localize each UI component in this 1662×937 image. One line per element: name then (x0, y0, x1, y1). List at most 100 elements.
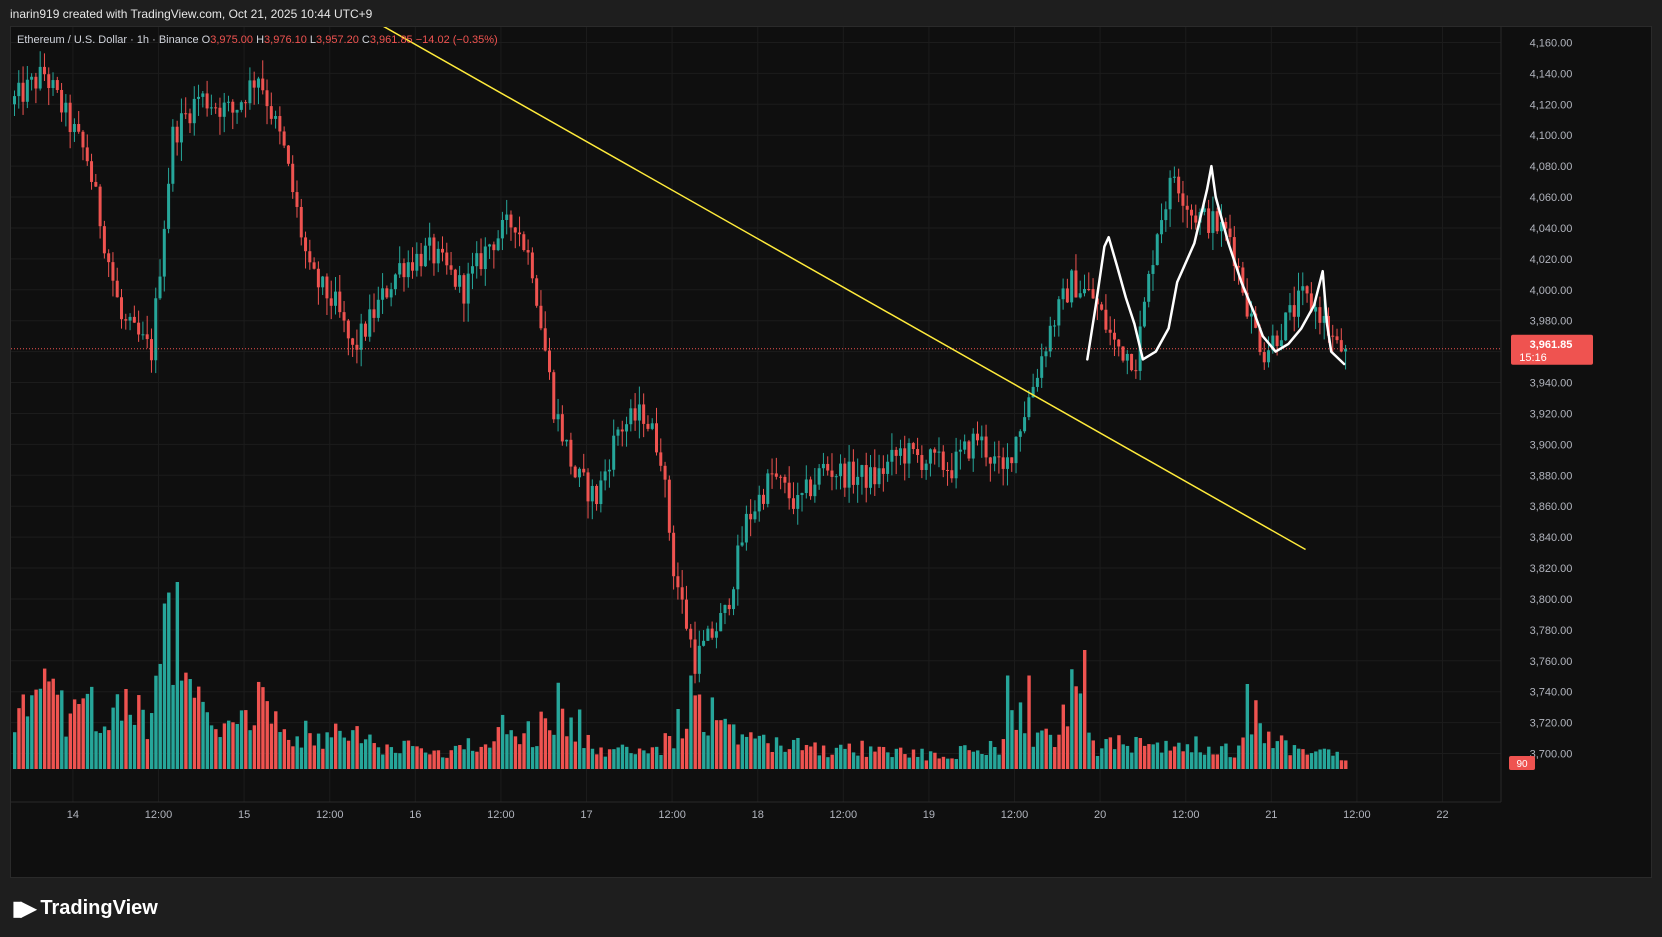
candle[interactable] (821, 452, 825, 476)
candle[interactable] (1091, 278, 1095, 299)
candle[interactable] (145, 315, 149, 349)
candle[interactable] (197, 84, 201, 116)
candle[interactable] (672, 525, 676, 590)
candle[interactable] (179, 98, 183, 161)
candle[interactable] (1177, 168, 1181, 203)
candle[interactable] (432, 233, 436, 276)
candle[interactable] (667, 475, 671, 541)
candle[interactable] (355, 329, 359, 364)
candle[interactable] (1215, 207, 1219, 234)
candle[interactable] (351, 337, 355, 357)
candle[interactable] (637, 386, 641, 439)
candle[interactable] (774, 457, 778, 480)
candle[interactable] (860, 464, 864, 495)
candle[interactable] (697, 630, 701, 683)
candle[interactable] (680, 570, 684, 614)
candle[interactable] (141, 321, 145, 340)
candle[interactable] (586, 468, 590, 519)
candle[interactable] (1035, 368, 1039, 392)
candle[interactable] (1040, 343, 1044, 388)
candle[interactable] (321, 275, 325, 296)
candle[interactable] (470, 252, 474, 290)
candle[interactable] (265, 79, 269, 125)
candle[interactable] (577, 467, 581, 488)
candle[interactable] (102, 220, 106, 259)
candle[interactable] (1181, 180, 1185, 223)
candle[interactable] (642, 393, 646, 438)
candle[interactable] (192, 86, 196, 136)
candle[interactable] (1014, 436, 1018, 474)
candle[interactable] (261, 60, 265, 95)
candle[interactable] (732, 586, 736, 616)
candle[interactable] (68, 94, 72, 149)
candle[interactable] (132, 305, 136, 323)
candle[interactable] (171, 119, 175, 192)
candle[interactable] (1164, 201, 1168, 232)
candle[interactable] (376, 286, 380, 322)
candle[interactable] (282, 126, 286, 149)
candle[interactable] (727, 598, 731, 616)
candle[interactable] (1100, 301, 1104, 311)
candle[interactable] (38, 51, 42, 91)
candle[interactable] (342, 301, 346, 333)
candle[interactable] (1044, 346, 1048, 368)
candle[interactable] (1142, 297, 1146, 328)
candle[interactable] (663, 461, 667, 498)
candle[interactable] (809, 476, 813, 500)
trendline[interactable] (368, 27, 1306, 551)
candle[interactable] (898, 439, 902, 466)
candle[interactable] (1104, 294, 1108, 334)
candle[interactable] (535, 274, 539, 308)
candle[interactable] (222, 92, 226, 133)
candle[interactable] (869, 455, 872, 495)
candle[interactable] (847, 445, 851, 503)
candle[interactable] (843, 457, 847, 497)
candle[interactable] (158, 259, 162, 300)
candle[interactable] (560, 405, 564, 446)
candle[interactable] (684, 585, 688, 631)
candle[interactable] (971, 428, 975, 472)
candle[interactable] (115, 267, 119, 298)
candle[interactable] (372, 293, 376, 333)
candle[interactable] (714, 622, 718, 649)
candle[interactable] (911, 441, 915, 455)
candle[interactable] (406, 250, 410, 288)
candle[interactable] (796, 482, 800, 525)
candle[interactable] (753, 500, 757, 523)
chart-frame[interactable]: 4,160.00 4,140.00 4,120.00 4,100.00 4,080.00… (10, 26, 1652, 878)
candle[interactable] (800, 492, 804, 512)
candle[interactable] (954, 437, 958, 489)
candle[interactable] (51, 72, 55, 96)
candle[interactable] (941, 445, 945, 478)
candle[interactable] (1211, 196, 1215, 251)
candle[interactable] (817, 464, 821, 490)
candle[interactable] (1288, 293, 1292, 321)
candle[interactable] (569, 432, 573, 475)
candle[interactable] (1065, 278, 1069, 304)
candle[interactable] (1241, 261, 1245, 296)
candle[interactable] (526, 239, 530, 265)
candle[interactable] (988, 456, 992, 482)
candle[interactable] (214, 102, 218, 114)
candle[interactable] (1010, 457, 1014, 472)
time-axis[interactable]: 14 12:00 15 12:00 16 12:00 17 12:00 18 12:00 19 12:… (67, 809, 1449, 821)
candle[interactable] (928, 448, 932, 477)
candle[interactable] (1125, 350, 1129, 375)
candle[interactable] (762, 488, 765, 510)
candle[interactable] (543, 311, 547, 352)
candle[interactable] (1232, 226, 1236, 281)
candle[interactable] (188, 108, 192, 134)
candle[interactable] (21, 66, 25, 115)
candle[interactable] (933, 447, 937, 465)
candle[interactable] (1194, 204, 1198, 230)
candle[interactable] (740, 526, 744, 547)
candle[interactable] (381, 273, 385, 314)
candle[interactable] (1121, 346, 1125, 363)
candle[interactable] (441, 236, 444, 262)
candle[interactable] (505, 199, 509, 235)
candle[interactable] (518, 216, 522, 247)
candle[interactable] (1134, 359, 1138, 379)
candle[interactable] (723, 604, 727, 625)
candle[interactable] (1147, 270, 1151, 308)
candle[interactable] (231, 99, 235, 130)
